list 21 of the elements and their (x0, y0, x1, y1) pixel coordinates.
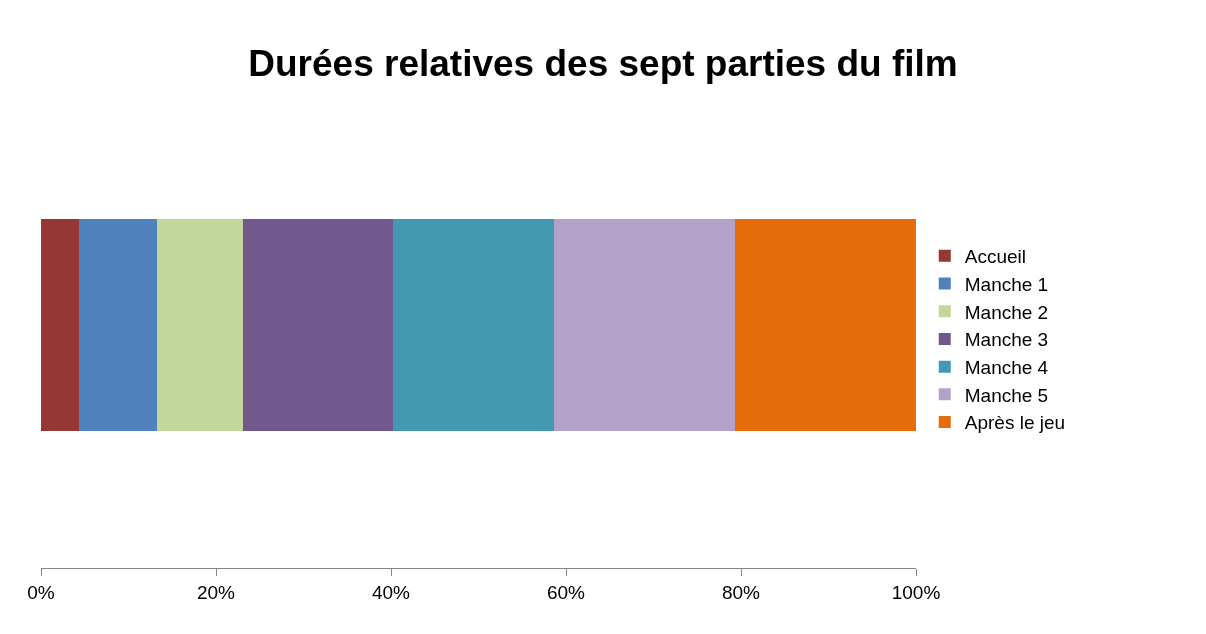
x-tick-label: 100% (891, 581, 941, 603)
chart-title: Durées relatives des sept parties du film (248, 43, 958, 85)
bar (554, 219, 735, 431)
x-tick-label: 40% (371, 581, 411, 603)
legend-label: Accueil (964, 246, 1026, 268)
bar (735, 219, 916, 431)
bar (79, 219, 157, 431)
bar (243, 219, 393, 431)
legend-label: Manche 3 (964, 329, 1049, 351)
bar (393, 219, 554, 431)
legend-label: Manche 4 (964, 357, 1049, 379)
legend-label: Manche 1 (964, 273, 1049, 295)
bar (41, 219, 79, 431)
x-tick-label: 80% (721, 581, 761, 603)
x-tick-label: 0% (27, 581, 55, 603)
legend-label: Après le jeu (964, 412, 1066, 434)
bar (157, 219, 243, 431)
x-tick-label: 20% (196, 581, 236, 603)
legend-label: Manche 5 (964, 384, 1049, 406)
x-tick-label: 60% (546, 581, 586, 603)
legend-label: Manche 2 (964, 301, 1049, 323)
